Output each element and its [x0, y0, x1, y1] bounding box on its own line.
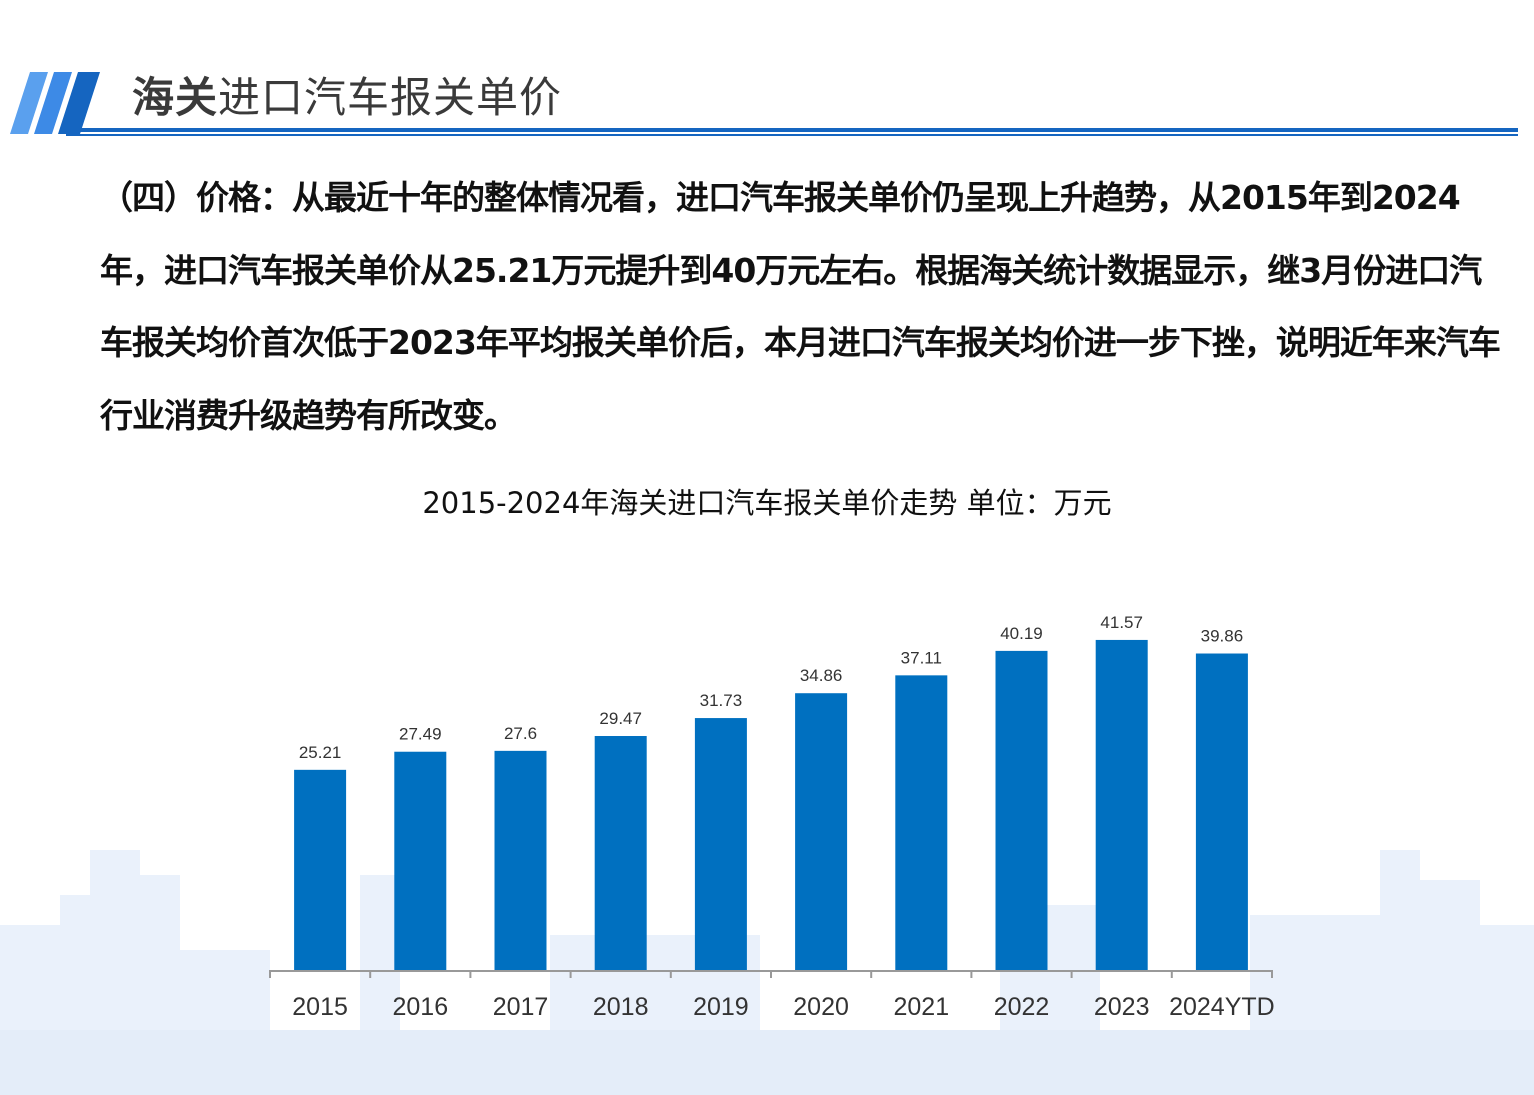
data-label: 40.19: [1000, 624, 1043, 643]
data-label: 34.86: [800, 666, 843, 685]
x-tick-label: 2018: [593, 993, 649, 1021]
x-tick-label: 2020: [793, 993, 849, 1021]
data-label: 41.57: [1100, 613, 1143, 632]
x-tick-label: 2017: [493, 993, 549, 1021]
bar-2018: [594, 736, 647, 970]
header-stripes-logo: [10, 72, 100, 134]
bar-2024YTD: [1195, 653, 1248, 970]
x-tick-label: 2022: [994, 993, 1050, 1021]
bar-2023: [1095, 639, 1148, 970]
title-bold: 海关: [132, 73, 219, 122]
page-title: 海关进口汽车报关单价: [132, 70, 562, 126]
bar-2022: [995, 650, 1048, 970]
data-label: 25.21: [299, 743, 342, 762]
bar-2019: [694, 718, 747, 970]
x-tick-label: 2023: [1094, 993, 1150, 1021]
x-tick-label: 2019: [693, 993, 749, 1021]
header-divider: [66, 128, 1518, 132]
bar-2020: [795, 693, 848, 970]
data-label: 29.47: [599, 709, 642, 728]
bar-2021: [895, 675, 948, 970]
data-label: 27.49: [399, 725, 442, 744]
chart-title: 2015-2024年海关进口汽车报关单价走势 单位：万元: [422, 486, 1112, 520]
bar-2015: [294, 769, 347, 970]
x-tick-label: 2024YTD: [1169, 993, 1275, 1021]
data-label: 31.73: [700, 691, 743, 710]
bar-2016: [394, 751, 447, 970]
x-tick-label: 2021: [893, 993, 949, 1021]
data-label: 39.86: [1201, 627, 1244, 646]
x-tick-label: 2015: [292, 993, 348, 1021]
title-rest: 进口汽车报关单价: [218, 73, 563, 122]
bar-2017: [494, 750, 547, 970]
body-paragraph: （四）价格：从最近十年的整体情况看，进口汽车报关单价仍呈现上升趋势，从2015年…: [100, 178, 1501, 435]
x-tick-label: 2016: [392, 993, 448, 1021]
data-label: 37.11: [901, 648, 942, 667]
data-label: 27.6: [504, 724, 537, 743]
header-divider-thin: [66, 134, 1518, 136]
